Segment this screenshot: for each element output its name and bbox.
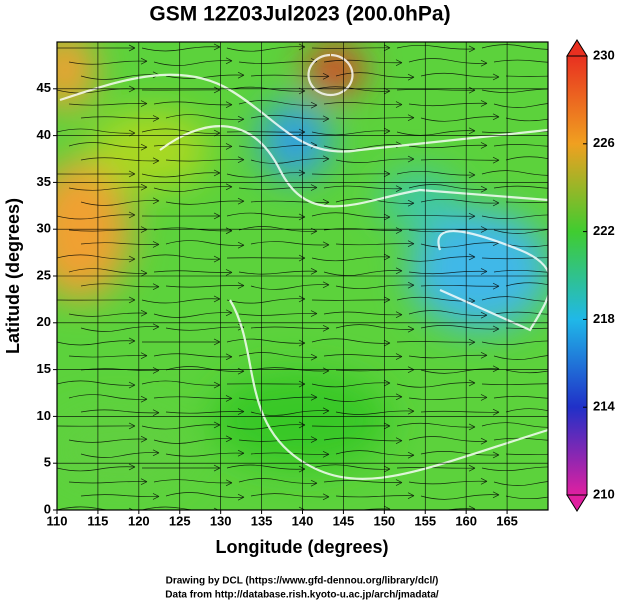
arrow-head bbox=[554, 172, 560, 178]
x-tick-label: 155 bbox=[414, 513, 436, 528]
colorbar-tick-label: 222 bbox=[593, 223, 615, 238]
colorbar-tick-label: 230 bbox=[593, 47, 615, 62]
x-tick-label: 140 bbox=[292, 513, 314, 528]
arrow-head bbox=[554, 507, 560, 513]
y-tick-label: 35 bbox=[37, 174, 51, 189]
x-tick-label: 150 bbox=[373, 513, 395, 528]
x-tick-label: 165 bbox=[496, 513, 518, 528]
credit: Drawing by DCL (https://www.gfd-dennou.o… bbox=[166, 576, 439, 587]
colorbar-tick-label: 226 bbox=[593, 135, 615, 150]
y-tick-label: 20 bbox=[37, 314, 51, 329]
colorbar-tick-label: 214 bbox=[593, 399, 615, 414]
arrow-head bbox=[554, 212, 560, 218]
x-tick-label: 145 bbox=[333, 513, 355, 528]
arrow-head bbox=[554, 464, 560, 470]
x-tick-label: 130 bbox=[210, 513, 232, 528]
arrow-head bbox=[554, 381, 560, 387]
y-tick-label: 45 bbox=[37, 80, 51, 95]
x-tick-label: 160 bbox=[455, 513, 477, 528]
x-tick-label: 125 bbox=[169, 513, 191, 528]
credit: Data from http://database.rish.kyoto-u.a… bbox=[165, 590, 439, 601]
y-tick-label: 5 bbox=[44, 455, 51, 470]
y-tick-label: 15 bbox=[37, 361, 51, 376]
colorbar-bottom bbox=[567, 495, 587, 511]
colorbar bbox=[567, 56, 587, 495]
field bbox=[30, 30, 584, 514]
arrow-head bbox=[554, 255, 560, 261]
y-tick-label: 25 bbox=[37, 267, 51, 282]
y-tick-label: 10 bbox=[37, 408, 51, 423]
x-tick-label: 115 bbox=[87, 513, 108, 528]
x-tick-label: 120 bbox=[128, 513, 150, 528]
arrow-head bbox=[554, 86, 560, 92]
colorbar-tick-label: 218 bbox=[593, 311, 615, 326]
arrow-head bbox=[554, 129, 560, 135]
colorbar-tick-label: 210 bbox=[593, 486, 615, 501]
x-axis-label: Longitude (degrees) bbox=[215, 537, 388, 557]
arrow-head bbox=[554, 424, 560, 430]
y-axis-label: Latitude (degrees) bbox=[3, 198, 23, 354]
x-tick-label: 135 bbox=[251, 513, 273, 528]
chart-title: GSM 12Z03Jul2023 (200.0hPa) bbox=[149, 3, 450, 26]
arrow-head bbox=[554, 298, 560, 304]
arrow-head bbox=[554, 338, 560, 344]
arrow-head bbox=[554, 46, 560, 52]
y-tick-label: 30 bbox=[37, 221, 51, 236]
colorbar-top bbox=[567, 40, 587, 56]
y-tick-label: 0 bbox=[44, 501, 51, 516]
y-tick-label: 40 bbox=[37, 127, 51, 142]
